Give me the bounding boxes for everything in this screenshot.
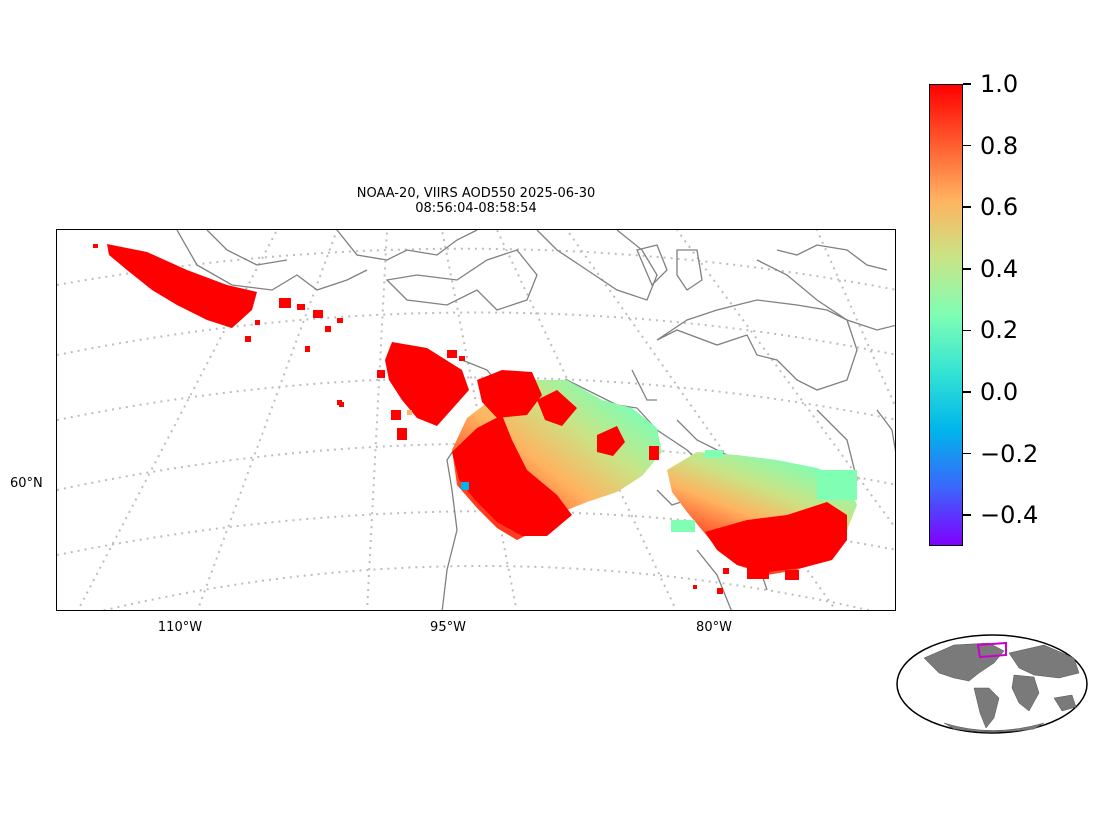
scattered-pixels-east [649, 446, 799, 594]
colorbar-tick-label: 0.2 [980, 316, 1019, 345]
aod-retrievals [93, 244, 857, 594]
plume-east-red [705, 502, 847, 572]
colorbar-tick-label: 0.0 [980, 378, 1019, 406]
scattered-pixels-central [337, 350, 465, 440]
lon-label-80w: 80°W [696, 620, 732, 635]
inset-highlight-box [976, 641, 1007, 659]
colorbar [929, 84, 963, 546]
colorbar-tick-label: 0.6 [980, 193, 1019, 222]
colorbar-tick-mark [963, 329, 971, 332]
colorbar-tick-label: 1.0 [980, 70, 1019, 98]
low-aod-pixel [461, 482, 469, 490]
colorbar-tick-mark [963, 268, 971, 270]
scattered-pixels-low-aod [671, 450, 857, 532]
map-title: NOAA-20, VIIRS AOD550 2025-06-30 08:56:0… [56, 186, 896, 216]
lon-label-95w: 95°W [430, 620, 466, 635]
colorbar-tick-mark [963, 391, 971, 393]
colorbar-tick-mark [963, 206, 971, 208]
colorbar-tick-mark [963, 83, 971, 85]
colorbar-tick-label: −0.2 [980, 439, 1039, 468]
plume-central-west [385, 342, 469, 426]
colorbar-tick-label: −0.4 [980, 501, 1039, 530]
plume-northwest [107, 244, 257, 328]
globe-locator-icon [896, 634, 1088, 734]
aod-map [57, 230, 895, 610]
mid-aod-pixel [407, 410, 412, 415]
colorbar-tick-label: 0.8 [980, 131, 1019, 160]
colorbar-tick-mark [963, 144, 971, 147]
colorbar-tick-label: 0.4 [980, 254, 1019, 283]
lon-label-110w: 110°W [157, 620, 203, 635]
smoke-core-red [452, 415, 572, 536]
lat-label-60n: 60°N [10, 476, 43, 491]
map-title-line2: 08:56:04-08:58:54 [415, 201, 537, 216]
map-title-line1: NOAA-20, VIIRS AOD550 2025-06-30 [356, 186, 596, 201]
map-panel[interactable] [56, 229, 896, 611]
colorbar-tick-mark [963, 514, 971, 516]
colorbar-tick-mark [963, 452, 971, 455]
